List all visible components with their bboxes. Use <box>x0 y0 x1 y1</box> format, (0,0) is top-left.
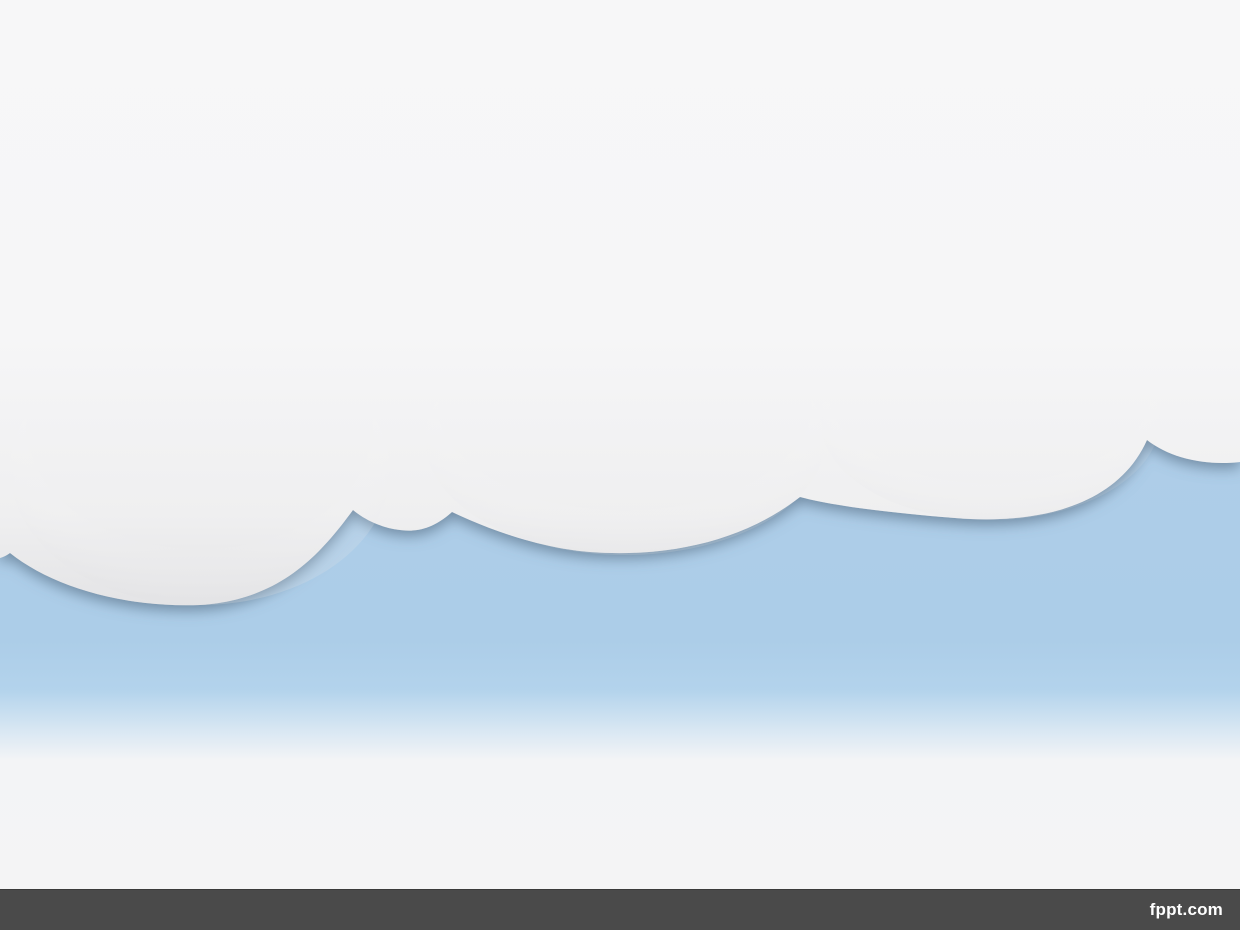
footer-bar: fppt.com <box>0 889 1240 930</box>
brand-logo-text: fppt.com <box>1149 900 1223 919</box>
cloud-shape <box>0 0 1240 606</box>
